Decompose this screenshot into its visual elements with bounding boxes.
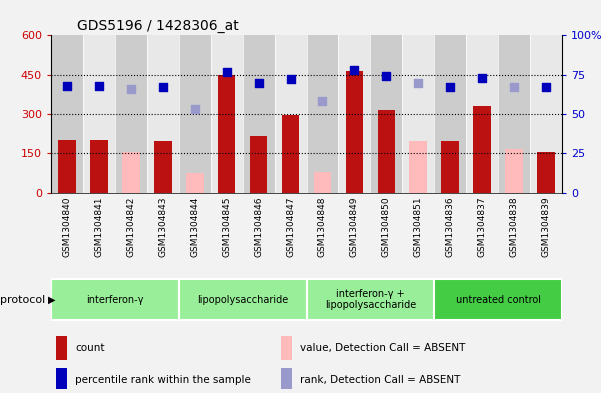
Bar (147, 35, 179, 193)
Text: GSM1304847: GSM1304847 (286, 196, 295, 257)
Text: untreated control: untreated control (456, 295, 540, 305)
Point (382, 73, 391, 79)
Bar (307, 279, 435, 320)
Text: GSM1304850: GSM1304850 (382, 196, 391, 257)
Text: ▶: ▶ (48, 295, 55, 305)
Bar (409, 141, 427, 193)
Text: GSM1304846: GSM1304846 (254, 196, 263, 257)
Bar (56, 368, 67, 391)
Bar (370, 35, 402, 193)
Bar (346, 71, 363, 193)
Bar (83, 35, 115, 193)
Text: count: count (75, 343, 105, 353)
Text: percentile rank within the sample: percentile rank within the sample (75, 375, 251, 385)
Bar (51, 35, 83, 193)
Bar (441, 141, 459, 193)
Text: GSM1304843: GSM1304843 (158, 196, 167, 257)
Text: GSM1304837: GSM1304837 (478, 196, 487, 257)
Bar (498, 35, 530, 193)
Bar (530, 35, 562, 193)
Point (126, 86, 136, 92)
Bar (154, 141, 172, 193)
Bar (537, 152, 555, 193)
Text: GSM1304851: GSM1304851 (413, 196, 423, 257)
Point (285, 76, 295, 83)
Bar (281, 336, 292, 360)
Bar (250, 136, 267, 193)
Bar (474, 106, 491, 193)
Bar (377, 110, 395, 193)
Text: GSM1304844: GSM1304844 (191, 196, 200, 257)
Point (254, 79, 263, 86)
Bar (90, 140, 108, 193)
Text: rank, Detection Call = ABSENT: rank, Detection Call = ABSENT (300, 375, 460, 385)
Point (63, 83, 72, 89)
Text: GSM1304838: GSM1304838 (510, 196, 519, 257)
Point (94, 83, 104, 89)
Point (509, 84, 519, 90)
Bar (307, 35, 338, 193)
Point (222, 68, 231, 75)
Bar (179, 35, 211, 193)
Point (445, 84, 455, 90)
Bar (51, 279, 179, 320)
Bar (58, 140, 76, 193)
Text: GSM1304836: GSM1304836 (446, 196, 455, 257)
Bar (211, 35, 243, 193)
Bar (338, 35, 370, 193)
Text: GSM1304845: GSM1304845 (222, 196, 231, 257)
Text: GSM1304841: GSM1304841 (94, 196, 103, 257)
Text: lipopolysaccharide: lipopolysaccharide (197, 295, 288, 305)
Point (190, 106, 200, 112)
Point (541, 84, 551, 90)
Point (413, 79, 423, 86)
Text: GSM1304842: GSM1304842 (126, 196, 135, 257)
Bar (218, 75, 236, 193)
Bar (466, 35, 498, 193)
Bar (179, 279, 307, 320)
Bar (186, 173, 204, 193)
Point (350, 67, 359, 73)
Text: protocol: protocol (0, 295, 45, 305)
Bar (402, 35, 435, 193)
Bar (115, 35, 147, 193)
Text: GSM1304840: GSM1304840 (63, 196, 72, 257)
Point (158, 84, 168, 90)
Text: value, Detection Call = ABSENT: value, Detection Call = ABSENT (300, 343, 465, 353)
Point (477, 75, 487, 81)
Bar (275, 35, 307, 193)
Bar (282, 115, 299, 193)
Text: interferon-γ +
lipopolysaccharide: interferon-γ + lipopolysaccharide (325, 289, 416, 310)
Point (318, 98, 328, 105)
Text: GSM1304848: GSM1304848 (318, 196, 327, 257)
Text: interferon-γ: interferon-γ (86, 295, 144, 305)
Text: GSM1304839: GSM1304839 (542, 196, 551, 257)
Bar (434, 279, 562, 320)
Bar (56, 336, 67, 360)
Bar (434, 35, 466, 193)
Bar (122, 152, 139, 193)
Bar (314, 172, 331, 193)
Bar (243, 35, 275, 193)
Text: GSM1304849: GSM1304849 (350, 196, 359, 257)
Bar (281, 368, 292, 391)
Bar (505, 149, 523, 193)
Text: GDS5196 / 1428306_at: GDS5196 / 1428306_at (77, 19, 239, 33)
